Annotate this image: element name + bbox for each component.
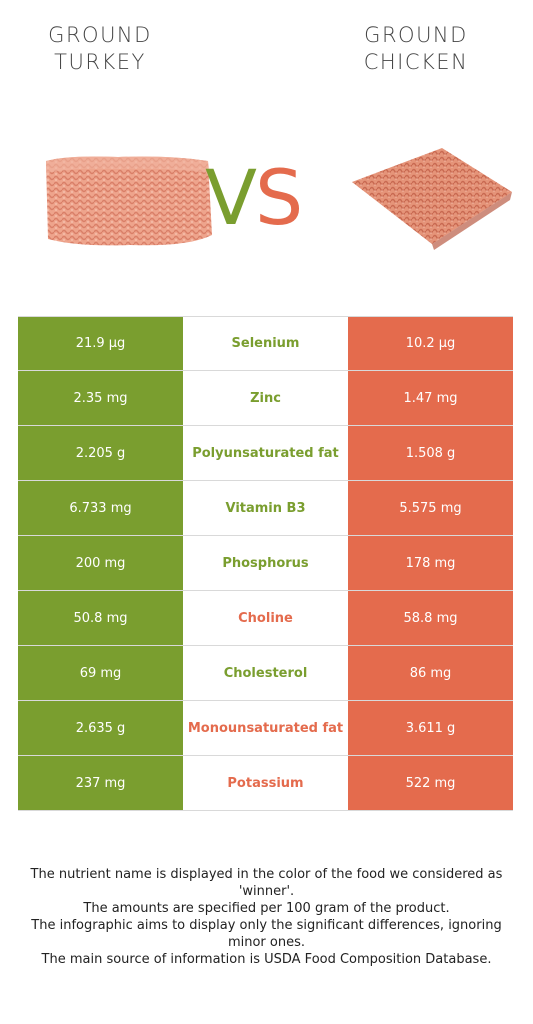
nutrient-name: Selenium: [184, 317, 347, 370]
nutrient-name: Phosphorus: [184, 536, 347, 590]
chicken-value: 58.8 mg: [347, 591, 513, 645]
chicken-value: 5.575 mg: [347, 481, 513, 535]
footnotes: The nutrient name is displayed in the co…: [18, 866, 515, 968]
turkey-value: 50.8 mg: [18, 591, 184, 645]
chicken-value: 3.611 g: [347, 701, 513, 755]
turkey-value: 69 mg: [18, 646, 184, 700]
turkey-value: 237 mg: [18, 756, 184, 810]
table-row: 69 mg Cholesterol 86 mg: [18, 646, 513, 701]
table-row: 6.733 mg Vitamin B3 5.575 mg: [18, 481, 513, 536]
footnote-3: The infographic aims to display only the…: [18, 917, 515, 951]
footnote-2: The amounts are specified per 100 gram o…: [18, 900, 515, 917]
right-food-title-line-1: GROUND: [316, 22, 516, 49]
nutrient-comparison-table: 21.9 µg Selenium 10.2 µg 2.35 mg Zinc 1.47 mg…: [18, 316, 513, 811]
nutrient-name: Choline: [184, 591, 347, 645]
ground-chicken-image: [342, 132, 518, 262]
right-food-title-line-2: CHICKEN: [316, 49, 516, 76]
vs-v-letter: V: [205, 153, 255, 242]
turkey-value: 2.635 g: [18, 701, 184, 755]
nutrient-name: Cholesterol: [184, 646, 347, 700]
nutrient-name: Potassium: [184, 756, 347, 810]
chicken-value: 1.47 mg: [347, 371, 513, 425]
chicken-value: 10.2 µg: [347, 317, 513, 370]
right-food-title: GROUND CHICKEN: [316, 22, 516, 76]
nutrient-name: Polyunsaturated fat: [184, 426, 347, 480]
vs-label: VS: [205, 158, 301, 238]
turkey-value: 6.733 mg: [18, 481, 184, 535]
left-food-title-line-1: GROUND: [0, 22, 200, 49]
nutrient-name: Monounsaturated fat: [184, 701, 347, 755]
left-food-title-line-2: TURKEY: [0, 49, 200, 76]
table-row: 2.205 g Polyunsaturated fat 1.508 g: [18, 426, 513, 481]
turkey-value: 2.35 mg: [18, 371, 184, 425]
turkey-value: 2.205 g: [18, 426, 184, 480]
turkey-value: 200 mg: [18, 536, 184, 590]
footnote-4: The main source of information is USDA F…: [18, 951, 515, 968]
table-row: 50.8 mg Choline 58.8 mg: [18, 591, 513, 646]
vs-s-letter: S: [255, 153, 301, 242]
table-row: 237 mg Potassium 522 mg: [18, 756, 513, 811]
nutrient-name: Zinc: [184, 371, 347, 425]
chicken-value: 178 mg: [347, 536, 513, 590]
chicken-value: 1.508 g: [347, 426, 513, 480]
left-food-title: GROUND TURKEY: [0, 22, 200, 76]
chicken-value: 522 mg: [347, 756, 513, 810]
table-row: 21.9 µg Selenium 10.2 µg: [18, 316, 513, 371]
nutrient-name: Vitamin B3: [184, 481, 347, 535]
table-row: 2.35 mg Zinc 1.47 mg: [18, 371, 513, 426]
table-row: 200 mg Phosphorus 178 mg: [18, 536, 513, 591]
footnote-1: The nutrient name is displayed in the co…: [18, 866, 515, 900]
turkey-value: 21.9 µg: [18, 317, 184, 370]
chicken-value: 86 mg: [347, 646, 513, 700]
ground-turkey-image: [38, 115, 222, 295]
table-row: 2.635 g Monounsaturated fat 3.611 g: [18, 701, 513, 756]
